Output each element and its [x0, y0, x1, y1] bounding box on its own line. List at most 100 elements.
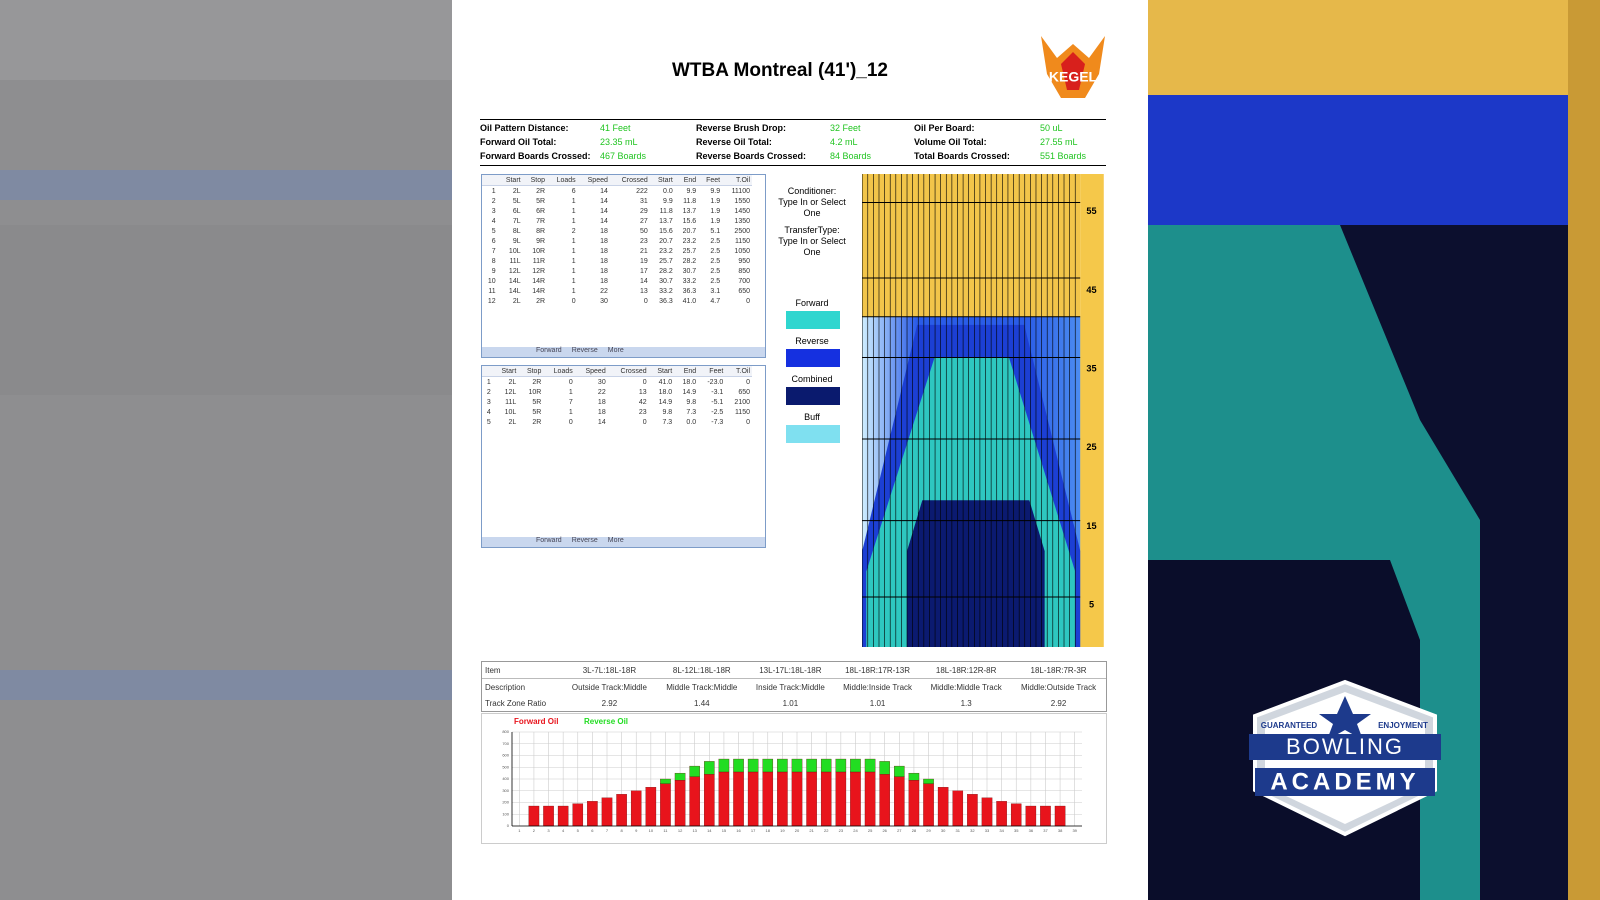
sheet-tab[interactable]: Reverse [571, 537, 598, 544]
table-cell: 0 [571, 297, 576, 305]
y-tick-label: 500 [502, 764, 509, 769]
summary-value: 32 Feet [830, 123, 861, 133]
table-cell: 2L [512, 187, 521, 195]
table-cell: 2.5 [710, 277, 721, 285]
column-header: Start [497, 175, 523, 186]
sheet-tab[interactable]: Forward [536, 537, 562, 544]
bar-segment [747, 771, 759, 827]
table-cell: 0 [746, 297, 750, 305]
sheet-tab[interactable]: Forward [536, 347, 562, 354]
table-cell: 6 [571, 187, 576, 195]
zone-cell: 2.92 [1050, 698, 1067, 708]
table-cell: 30 [597, 378, 606, 386]
y-tick-label: 800 [502, 729, 509, 734]
table-cell: 5R [532, 408, 542, 416]
table-cell: 14.9 [682, 388, 697, 396]
table-cell: 10R [528, 388, 542, 396]
table-cell: 4 [486, 408, 491, 416]
table-cell: 20.7 [682, 227, 697, 235]
table-cell: 3 [486, 398, 491, 406]
bar-segment [718, 758, 730, 773]
table-cell: 650 [738, 388, 750, 396]
bar-segment [689, 765, 700, 777]
column-header: Stop [522, 175, 548, 186]
table-cell: 27 [640, 217, 648, 225]
zone-row: Item 3L-7L:18L-18R 8L-12L:18L-18R 13L-17L:1… [482, 662, 1106, 679]
table-cell: 1 [571, 247, 576, 255]
badge-text: ACADEMY [1270, 768, 1419, 795]
table-cell: 2L [508, 378, 517, 386]
table-cell: -5.1 [711, 398, 724, 406]
bar-segment [923, 783, 934, 827]
table-row: 5 2L 2R 0 14 0 7.3 0.0 -7.3 0 [482, 417, 752, 427]
table-cell: 1.9 [710, 217, 721, 225]
x-tick-label: 8 [620, 828, 623, 833]
x-tick-label: 2 [533, 828, 536, 833]
table-cell: 12L [504, 388, 517, 396]
summary-label: Forward Oil Total: [480, 137, 557, 147]
column-header: Speed [574, 366, 608, 377]
table-cell: 11R [532, 257, 546, 265]
table-row: 5 8L 8R 2 18 50 15.6 20.7 5.1 2500 [482, 226, 752, 236]
table-cell: 14.9 [658, 398, 673, 406]
bar-segment [864, 771, 876, 827]
zone-cell: 3L-7L:18L-18R [562, 662, 657, 679]
table-cell: 50 [640, 227, 648, 235]
table-cell: 13 [638, 388, 647, 396]
table-cell: 28.2 [682, 257, 697, 265]
table-row: 7 10L 10R 1 18 21 23.2 25.7 2.5 1050 [482, 246, 752, 256]
x-tick-label: 28 [912, 828, 917, 833]
summary-value: 23.35 mL [600, 137, 638, 147]
table-cell: 14L [508, 277, 521, 285]
table-cell: 700 [738, 277, 750, 285]
table-cell: 12L [508, 267, 521, 275]
table-cell: 6R [536, 207, 546, 215]
table-cell: 12 [487, 297, 496, 305]
distance-label: 15 [1086, 521, 1096, 531]
column-header: Loads [547, 175, 578, 186]
column-header: T.Oil [722, 175, 752, 186]
x-tick-label: 31 [956, 828, 961, 833]
table-cell: 18 [597, 398, 606, 406]
x-tick-label: 27 [897, 828, 902, 833]
table-cell: 2L [512, 297, 521, 305]
zone-cell: 18L-18R:17R-13R [833, 662, 922, 679]
table-row: 9 12L 12R 1 18 17 28.2 30.7 2.5 850 [482, 266, 752, 276]
legend-label: Buff [804, 412, 820, 422]
bar-segment [762, 771, 774, 827]
table-cell: 2.5 [710, 257, 721, 265]
x-tick-label: 7 [606, 828, 609, 833]
x-tick-label: 38 [1058, 828, 1063, 833]
table-cell: 23 [640, 237, 648, 245]
table-cell: 9L [512, 237, 521, 245]
x-tick-label: 14 [707, 828, 712, 833]
column-header: Feet [698, 366, 726, 377]
table-cell: 18 [600, 277, 608, 285]
zone-cell: Item [482, 662, 562, 679]
sheet-tab[interactable]: More [607, 347, 624, 354]
table-cell: 850 [738, 267, 750, 275]
x-tick-label: 9 [635, 828, 638, 833]
x-tick-label: 33 [985, 828, 990, 833]
column-header: Start [648, 366, 675, 377]
table-cell: 0 [642, 418, 647, 426]
bar-segment [996, 801, 1007, 827]
x-tick-label: 20 [795, 828, 800, 833]
table-cell: -3.1 [711, 388, 724, 396]
zone-table: Item 3L-7L:18L-18R 8L-12L:18L-18R 13L-17L:1… [482, 662, 1106, 711]
table-cell: 6L [512, 207, 521, 215]
table-cell: 18 [597, 408, 606, 416]
sheet-tab[interactable]: Reverse [571, 347, 598, 354]
zone-cell: Description [485, 682, 526, 692]
table-cell: 10L [508, 247, 521, 255]
table-cell: 11L [509, 257, 521, 265]
table-cell: 5R [536, 197, 546, 205]
corner-cell [482, 366, 493, 377]
sheet-tab[interactable]: More [607, 537, 624, 544]
table-row: 12 2L 2R 0 30 0 36.3 41.0 4.7 0 [482, 296, 752, 306]
x-tick-label: 16 [736, 828, 741, 833]
bar-segment [777, 758, 788, 773]
oil-chart: Forward Oil Reverse Oil 0 100 200 300 400 500 60… [481, 713, 1107, 844]
table-row: 3 6L 6R 1 14 29 11.8 13.7 1.9 1450 [482, 206, 752, 216]
legend-label: Forward [795, 298, 829, 308]
